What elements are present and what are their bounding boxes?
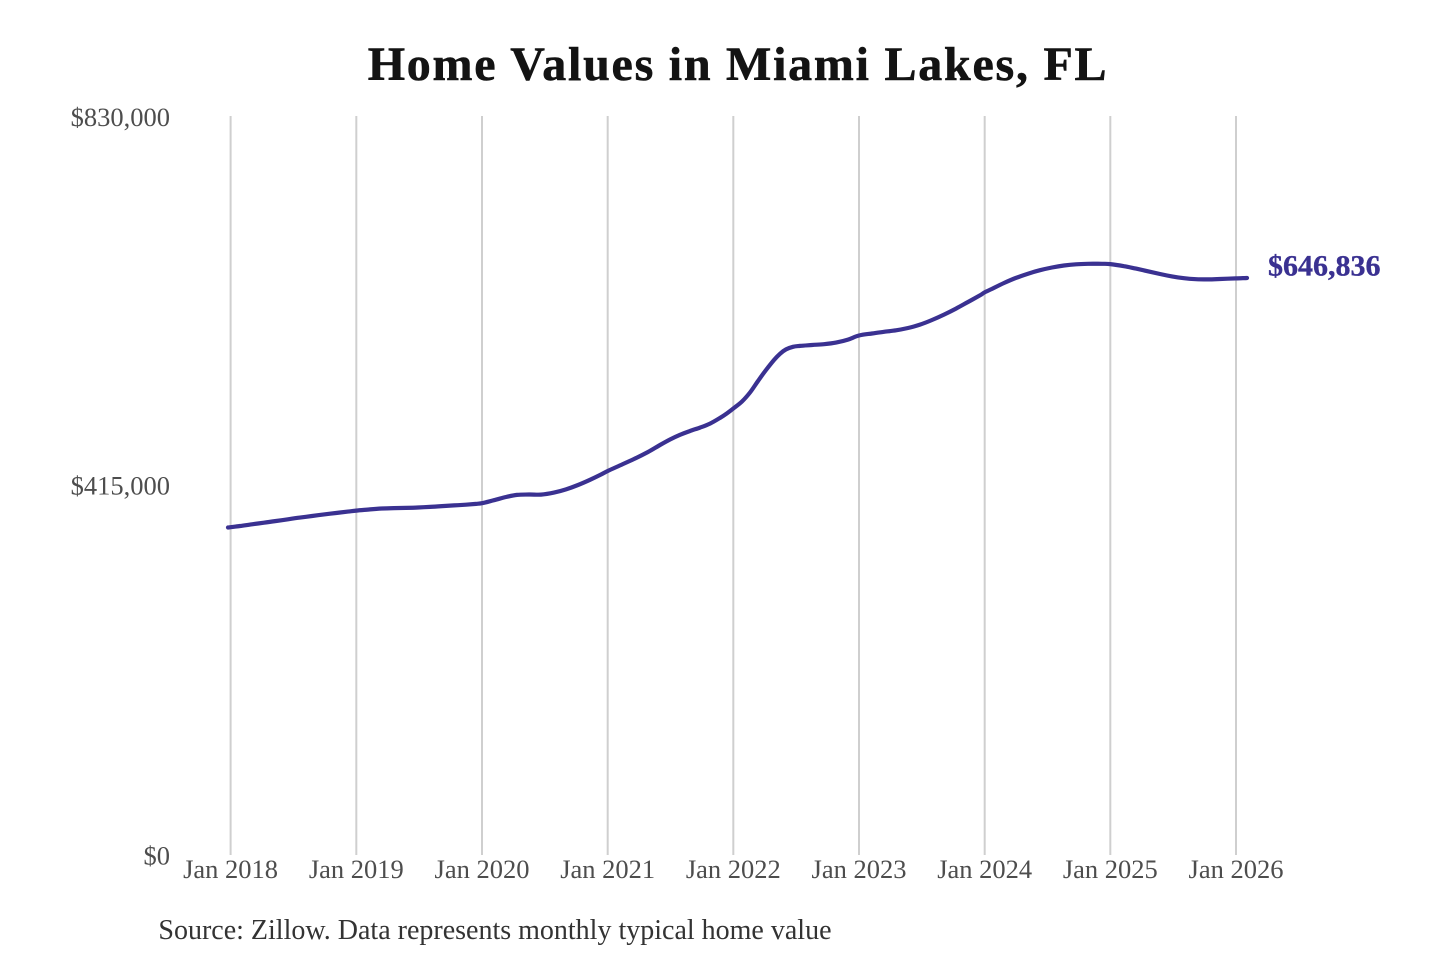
svg-text:$646,836: $646,836 [1268,250,1381,283]
svg-text:Home Values in Miami Lakes, FL: Home Values in Miami Lakes, FL [368,38,1109,91]
svg-text:Jan 2019: Jan 2019 [309,854,404,884]
svg-text:Jan 2026: Jan 2026 [1189,854,1284,884]
svg-text:Jan 2024: Jan 2024 [937,854,1032,884]
svg-text:Jan 2020: Jan 2020 [435,854,530,884]
svg-text:Jan 2022: Jan 2022 [686,854,781,884]
svg-text:Jan 2023: Jan 2023 [812,854,907,884]
svg-text:Jan 2018: Jan 2018 [183,854,278,884]
svg-text:$830,000: $830,000 [71,102,170,132]
svg-text:Source: Zillow. Data represent: Source: Zillow. Data represents monthly … [158,915,831,946]
svg-text:$0: $0 [144,840,171,870]
svg-text:Jan 2021: Jan 2021 [560,854,655,884]
svg-text:$415,000: $415,000 [71,471,170,501]
svg-text:Jan 2025: Jan 2025 [1063,854,1158,884]
